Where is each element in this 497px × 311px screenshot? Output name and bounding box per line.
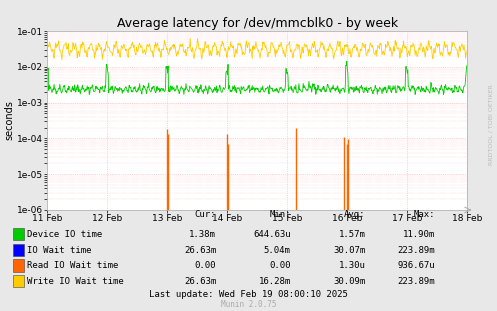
Text: Device IO time: Device IO time bbox=[27, 230, 102, 239]
Text: Cur:: Cur: bbox=[195, 210, 216, 219]
Text: Max:: Max: bbox=[414, 210, 435, 219]
Text: Avg:: Avg: bbox=[344, 210, 365, 219]
Text: 11.90m: 11.90m bbox=[403, 230, 435, 239]
Text: RRDTOOL / TOBI OETIKER: RRDTOOL / TOBI OETIKER bbox=[488, 84, 493, 165]
Text: Write IO Wait time: Write IO Wait time bbox=[27, 277, 124, 286]
Text: Read IO Wait time: Read IO Wait time bbox=[27, 262, 119, 270]
Text: 223.89m: 223.89m bbox=[397, 246, 435, 255]
Text: 644.63u: 644.63u bbox=[253, 230, 291, 239]
Title: Average latency for /dev/mmcblk0 - by week: Average latency for /dev/mmcblk0 - by we… bbox=[117, 17, 398, 30]
Text: 30.09m: 30.09m bbox=[333, 277, 365, 286]
Text: 26.63m: 26.63m bbox=[184, 277, 216, 286]
Text: Munin 2.0.75: Munin 2.0.75 bbox=[221, 299, 276, 309]
Text: Min:: Min: bbox=[269, 210, 291, 219]
Y-axis label: seconds: seconds bbox=[4, 100, 14, 141]
Text: Last update: Wed Feb 19 08:00:10 2025: Last update: Wed Feb 19 08:00:10 2025 bbox=[149, 290, 348, 299]
Text: 1.38m: 1.38m bbox=[189, 230, 216, 239]
Text: 1.30u: 1.30u bbox=[338, 262, 365, 270]
Text: 0.00: 0.00 bbox=[195, 262, 216, 270]
Text: 223.89m: 223.89m bbox=[397, 277, 435, 286]
Text: 936.67u: 936.67u bbox=[397, 262, 435, 270]
Text: 5.04m: 5.04m bbox=[264, 246, 291, 255]
Text: IO Wait time: IO Wait time bbox=[27, 246, 92, 255]
Text: 0.00: 0.00 bbox=[269, 262, 291, 270]
Text: 1.57m: 1.57m bbox=[338, 230, 365, 239]
Text: 30.07m: 30.07m bbox=[333, 246, 365, 255]
Text: 26.63m: 26.63m bbox=[184, 246, 216, 255]
Text: 16.28m: 16.28m bbox=[258, 277, 291, 286]
